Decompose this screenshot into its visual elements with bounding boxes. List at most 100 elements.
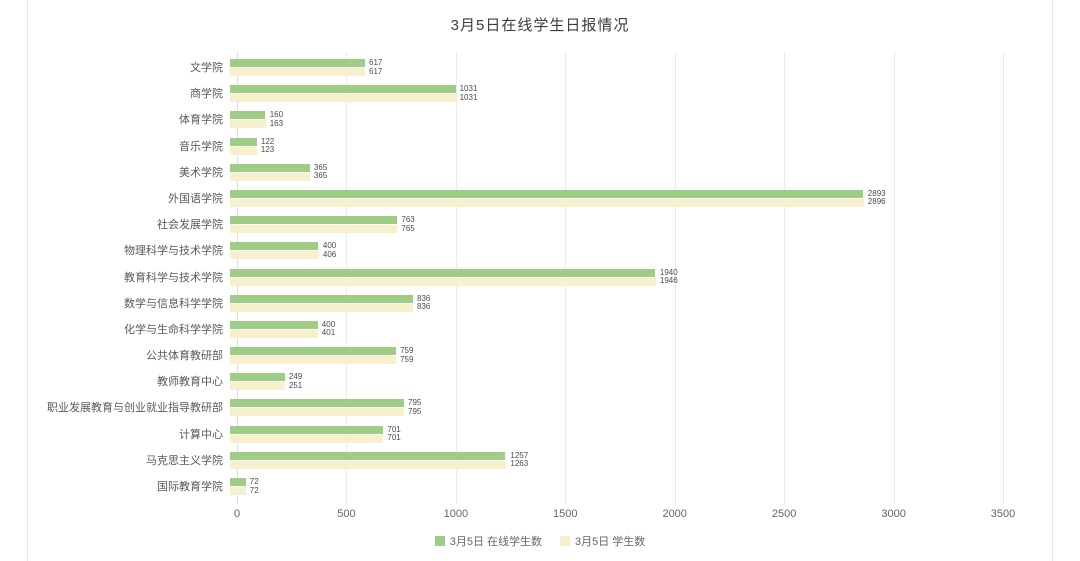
value-labels: 617 617 [369, 58, 383, 76]
legend-swatch-online-icon [434, 536, 445, 546]
legend-item-total-students: 3月5日 学生数 [560, 533, 645, 549]
gridline [893, 52, 895, 504]
legend-item-online-students: 3月5日 在线学生数 [434, 533, 542, 549]
bar-online-students [230, 268, 655, 277]
category-label: 公共体育教研部 [146, 350, 223, 363]
bar-total-students [230, 277, 656, 286]
bar-total-students [230, 146, 257, 155]
value-labels: 836 836 [417, 293, 431, 312]
legend: 3月5日 在线学生数 3月5日 学生数 [0, 533, 1080, 549]
bar-online-students [230, 59, 365, 67]
value-label: 365 [313, 171, 328, 181]
gridline [674, 52, 676, 504]
x-tick-label: 1000 [443, 508, 469, 520]
bar-total-students [230, 68, 365, 76]
chart-row: 美术学院 365 365 [0, 160, 1010, 186]
chart-title: 3月5日在线学生日报情况 [450, 17, 630, 34]
value-labels: 1031 1031 [460, 85, 478, 102]
bar-group: 365 365 [230, 160, 996, 186]
bar-group: 1257 1263 [230, 448, 996, 474]
value-labels: 249 251 [289, 373, 302, 390]
chart-row: 社会发展学院 763 765 [0, 212, 1010, 238]
legend-label-online: 3月5日 在线学生数 [449, 536, 542, 548]
category-label: 音乐学院 [179, 140, 223, 153]
bar-online-students [230, 451, 506, 460]
value-label: 765 [401, 223, 415, 233]
value-label: 406 [322, 249, 337, 259]
value-label: 1031 [459, 84, 478, 94]
bar-group: 400 401 [230, 317, 996, 343]
bar-online-students [230, 163, 310, 172]
chart-row: 数学与信息科学学院 836 836 [0, 291, 1010, 317]
value-labels: 763 765 [401, 216, 414, 233]
bar-total-students [230, 460, 507, 469]
page-border-left [27, 0, 28, 561]
value-labels: 2893 2896 [867, 188, 886, 207]
value-label: 759 [400, 354, 414, 364]
category-label: 教育科学与技术学院 [124, 271, 223, 284]
value-labels: 701 701 [387, 425, 401, 443]
bar-online-students [230, 111, 265, 120]
value-label: 1263 [510, 459, 529, 469]
category-label: 商学院 [190, 88, 223, 101]
bar-group: 2893 2896 [230, 186, 996, 212]
category-label: 美术学院 [179, 166, 223, 179]
bar-online-students [230, 189, 864, 198]
value-labels: 1940 1946 [659, 268, 678, 286]
x-tick-label: 3000 [881, 508, 906, 520]
value-labels: 72 72 [249, 477, 259, 495]
bar-total-students [230, 172, 310, 181]
value-label: 249 [288, 372, 303, 382]
chart-row: 化学与生命科学学院 400 401 [0, 317, 1010, 343]
value-label: 160 [269, 110, 284, 120]
bar-group: 122 123 [230, 134, 996, 160]
value-label: 2893 [867, 188, 886, 198]
gridline [784, 52, 786, 504]
value-labels: 759 759 [400, 347, 413, 364]
bar-total-students [230, 356, 397, 365]
category-label: 化学与生命科学学院 [124, 323, 223, 336]
x-tick-label: 1500 [553, 508, 578, 520]
category-label: 马克思主义学院 [146, 454, 223, 467]
category-label: 外国语学院 [168, 192, 223, 205]
value-label: 617 [369, 58, 383, 67]
bar-total-students [230, 198, 864, 207]
category-label: 数学与信息科学学院 [124, 297, 223, 310]
x-tick-label: 3500 [990, 508, 1016, 520]
bar-group: 795 795 [230, 395, 996, 421]
bar-online-students [230, 399, 404, 408]
category-label: 社会发展学院 [157, 219, 223, 232]
bar-total-students [230, 408, 404, 417]
bar-group: 836 836 [230, 291, 996, 317]
value-label: 1946 [659, 276, 678, 285]
bar-online-students [230, 242, 318, 251]
bar-group: 160 163 [230, 107, 996, 133]
bar-online-students [230, 425, 384, 434]
value-labels: 400 401 [322, 320, 335, 338]
bar-total-students [230, 487, 246, 495]
chart-row: 外国语学院 2893 2896 [0, 186, 1010, 212]
value-label: 795 [408, 406, 422, 416]
value-label: 72 [249, 477, 259, 486]
legend-label-total: 3月5日 学生数 [575, 536, 646, 548]
value-label: 163 [269, 118, 284, 128]
value-labels: 400 406 [323, 242, 336, 259]
value-label: 122 [260, 136, 275, 146]
value-labels: 365 365 [313, 163, 328, 181]
bar-total-students [230, 120, 266, 129]
bar-online-students [230, 478, 246, 486]
bar-group: 759 759 [230, 343, 996, 369]
value-label: 795 [408, 398, 422, 408]
chart-row: 物理科学与技术学院 400 406 [0, 238, 1010, 264]
value-label: 72 [249, 485, 259, 495]
chart-row: 国际教育学院 72 72 [0, 474, 1010, 500]
x-axis: 0 500 1000 1500 2000 2500 3000 3500 [234, 508, 1015, 522]
category-label: 计算中心 [179, 428, 223, 441]
value-label: 701 [387, 433, 401, 443]
value-label: 836 [417, 293, 431, 303]
bar-group: 1940 1946 [230, 265, 996, 291]
bar-group: 249 251 [230, 369, 996, 395]
value-label: 2896 [867, 197, 886, 207]
category-label: 体育学院 [179, 114, 223, 127]
